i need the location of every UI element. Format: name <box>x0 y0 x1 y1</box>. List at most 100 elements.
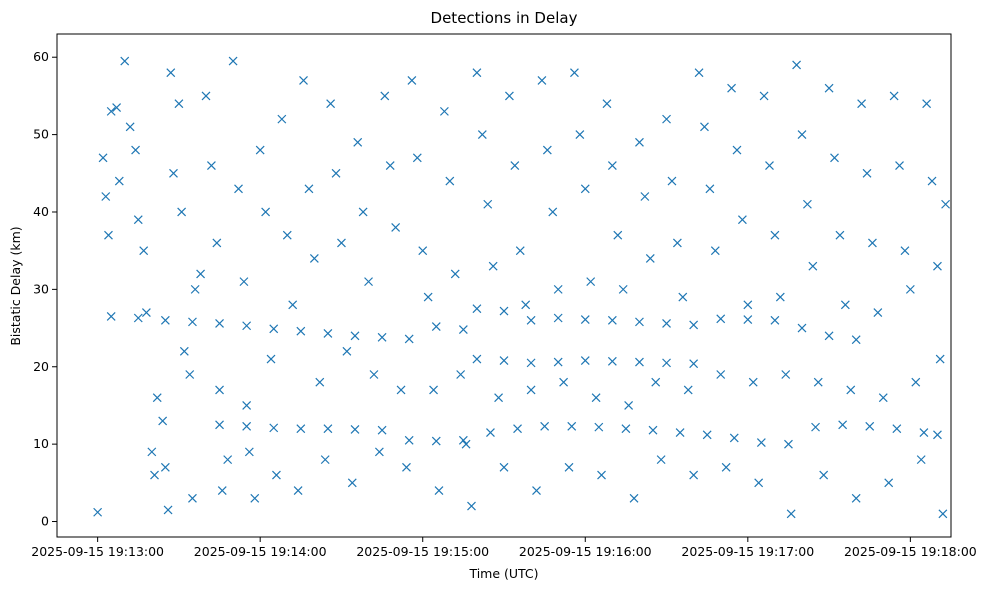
scatter-point <box>163 505 173 515</box>
scatter-point <box>250 493 260 503</box>
track-point <box>635 357 644 367</box>
track-point <box>106 312 116 321</box>
track-point <box>892 424 902 434</box>
x-tick-label: 2025-09-15 19:14:00 <box>194 544 327 559</box>
track-point <box>296 424 306 434</box>
scatter-point <box>770 230 780 240</box>
scatter-point <box>407 76 417 85</box>
scatter-point <box>721 462 731 472</box>
track-point <box>851 335 861 345</box>
scatter-point <box>104 230 113 240</box>
scatter-point <box>239 277 249 287</box>
scatter-point <box>133 215 143 225</box>
scatter-point <box>586 277 596 287</box>
track-point <box>811 422 820 432</box>
track-point <box>242 321 252 331</box>
track-point <box>323 329 333 338</box>
track-point <box>770 315 780 325</box>
track-point <box>431 436 441 446</box>
scatter-point <box>521 300 531 310</box>
scatter-point <box>242 401 252 410</box>
track-point <box>662 318 671 328</box>
scatter-point <box>467 501 476 511</box>
track-point <box>594 422 604 432</box>
scatter-point <box>868 238 877 248</box>
scatter-point <box>781 370 791 379</box>
scatter-point <box>759 91 769 101</box>
scatter-point <box>727 83 736 93</box>
scatter-point <box>597 470 606 480</box>
track-point <box>242 421 252 431</box>
scatter-point <box>169 168 178 178</box>
scatter-point <box>911 377 921 387</box>
scatter-point <box>878 393 888 403</box>
scatter-point <box>385 161 395 170</box>
scatter-point <box>282 230 292 240</box>
track-point <box>404 334 414 344</box>
scatter-point <box>488 261 498 271</box>
scatter-point <box>331 168 341 178</box>
scatter-point <box>266 354 276 364</box>
x-tick-label: 2025-09-15 19:17:00 <box>681 544 814 559</box>
scatter-point <box>754 478 764 488</box>
track-point <box>350 331 360 341</box>
scatter-point <box>106 106 116 116</box>
y-tick-label: 20 <box>33 359 49 374</box>
track-point <box>296 326 306 336</box>
scatter-point <box>396 385 406 395</box>
scatter-point <box>131 145 140 155</box>
plot-frame <box>56 33 952 538</box>
scatter-point <box>884 478 894 488</box>
scatter-point <box>179 346 189 356</box>
scatter-point <box>824 83 834 93</box>
track-point <box>675 428 685 437</box>
scatter-point <box>112 103 122 112</box>
scatter-point <box>160 462 170 472</box>
track-point <box>458 435 468 445</box>
scatter-point <box>933 261 942 271</box>
scatter-point <box>935 354 945 364</box>
track-point <box>377 332 387 342</box>
scatter-point <box>635 137 644 147</box>
scatter-point <box>139 246 149 256</box>
scatter-point <box>499 462 509 472</box>
track-point <box>607 356 617 366</box>
track-point <box>743 315 753 324</box>
track-point <box>553 313 563 323</box>
scatter-point <box>304 184 314 194</box>
scatter-point <box>223 455 233 465</box>
scatter-point <box>532 486 541 495</box>
scatter-point <box>900 246 910 256</box>
scatter-point <box>743 300 753 310</box>
scatter-point <box>320 455 330 465</box>
scatter-point <box>553 284 563 294</box>
scatter-point <box>93 507 103 517</box>
scatter-point <box>196 269 206 279</box>
scatter-point <box>851 493 861 503</box>
track-point <box>865 421 875 431</box>
scatter-point <box>613 230 623 240</box>
y-axis-label: Bistatic Delay (km) <box>8 226 23 345</box>
track-point <box>838 420 848 430</box>
scatter-point <box>456 370 466 379</box>
track-point <box>756 438 766 448</box>
scatter-point <box>607 161 617 170</box>
scatter-point <box>309 253 319 263</box>
scatter-point <box>244 447 254 457</box>
track-point <box>567 421 577 431</box>
scatter-point <box>537 76 547 85</box>
scatter-point <box>364 277 373 287</box>
scatter-point <box>813 377 823 387</box>
scatter-point <box>190 284 200 294</box>
scatter-point <box>412 153 422 163</box>
track-point <box>160 315 170 325</box>
x-tick-label: 2025-09-15 19:13:00 <box>31 544 164 559</box>
scatter-point <box>651 377 661 387</box>
track-point <box>553 357 563 367</box>
scatter-point <box>206 161 216 170</box>
scatter-point <box>927 176 937 186</box>
scatter-point <box>765 161 774 170</box>
scatter-point <box>922 99 932 109</box>
scatter-point <box>575 130 585 140</box>
